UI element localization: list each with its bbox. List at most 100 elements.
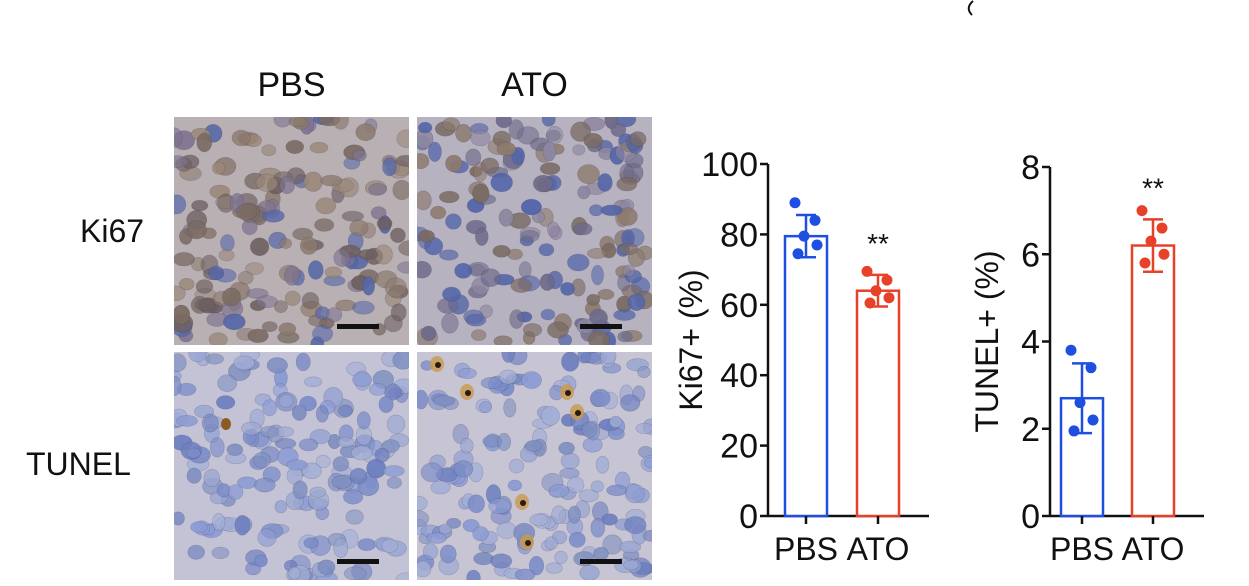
cell-nucleus xyxy=(439,249,459,261)
cell-nucleus xyxy=(247,328,269,343)
y-tick-label: 0 xyxy=(1021,498,1040,536)
cell-nucleus xyxy=(591,264,604,286)
cell-nucleus xyxy=(573,222,593,236)
data-point xyxy=(1087,414,1099,426)
cell-nucleus xyxy=(205,353,224,365)
y-tick-label: 4 xyxy=(1021,324,1040,362)
cell-nucleus xyxy=(254,477,276,493)
bar-pbs xyxy=(783,234,829,518)
cell-nucleus xyxy=(298,438,319,452)
data-point xyxy=(1065,344,1077,356)
cell-nucleus xyxy=(208,332,228,345)
cell-nucleus xyxy=(284,265,300,286)
cell-nucleus xyxy=(386,414,406,434)
cell-nucleus xyxy=(174,285,186,302)
y-tick-label: 60 xyxy=(720,287,758,325)
cell-nucleus xyxy=(196,132,213,153)
cell-nucleus xyxy=(519,230,540,243)
cell-nucleus xyxy=(255,295,278,308)
cell-nucleus xyxy=(577,164,600,185)
cell-nucleus xyxy=(257,528,277,547)
cell-nucleus xyxy=(455,123,472,143)
cell-nucleus xyxy=(231,129,251,146)
cell-nucleus xyxy=(539,162,561,175)
cell-nucleus xyxy=(349,467,368,485)
data-point xyxy=(883,292,895,304)
cell-nucleus xyxy=(174,252,195,267)
cell-nucleus xyxy=(345,509,364,525)
cell-nucleus xyxy=(262,399,277,417)
cell-nucleus xyxy=(470,329,487,341)
cell-nucleus xyxy=(245,262,264,275)
data-point xyxy=(1139,257,1151,269)
cell-nucleus xyxy=(617,331,633,343)
cell-nucleus xyxy=(442,286,461,302)
corner-mark xyxy=(967,0,974,16)
chart-1: 0 20 40 60 80 100 Ki67+ (%) PBS ATO ** xyxy=(673,146,929,567)
scale-bar xyxy=(580,324,622,329)
cell-nucleus xyxy=(498,208,514,227)
cell-nucleus xyxy=(643,456,652,469)
cell-nucleus xyxy=(528,556,545,576)
apoptotic-cell-core xyxy=(565,390,571,396)
cell-nucleus xyxy=(539,273,555,291)
cell-nucleus xyxy=(174,304,191,325)
cell-nucleus xyxy=(520,198,542,216)
cell-nucleus xyxy=(509,309,524,329)
cell-nucleus xyxy=(236,203,258,221)
cell-nucleus xyxy=(356,411,371,430)
data-point xyxy=(1068,425,1080,437)
cell-nucleus xyxy=(488,498,511,514)
cell-nucleus xyxy=(578,489,599,503)
cell-nucleus xyxy=(548,484,570,498)
bar-ato xyxy=(855,289,901,518)
cell-nucleus xyxy=(187,544,205,560)
cell-nucleus xyxy=(257,200,276,214)
cell-nucleus xyxy=(546,126,564,144)
cell-nucleus xyxy=(493,335,513,345)
cell-nucleus xyxy=(308,260,324,280)
cell-nucleus xyxy=(352,372,373,387)
cell-nucleus xyxy=(579,564,600,580)
cell-nucleus xyxy=(383,465,405,477)
apoptotic-cell xyxy=(221,418,231,430)
cell-nucleus xyxy=(266,357,288,374)
cell-nucleus xyxy=(544,536,558,550)
cell-nucleus xyxy=(417,389,428,410)
cell-nucleus xyxy=(370,206,387,220)
cell-nucleus xyxy=(211,546,230,559)
cell-nucleus xyxy=(278,322,297,336)
y-tick-label: 80 xyxy=(720,216,758,254)
cell-nucleus xyxy=(315,454,331,469)
cell-nucleus xyxy=(241,421,263,436)
x-tick-label: ATO xyxy=(1122,531,1185,567)
cell-nucleus xyxy=(304,376,323,388)
cell-nucleus xyxy=(624,484,645,504)
cell-nucleus xyxy=(475,227,489,246)
cell-nucleus xyxy=(185,447,201,459)
cell-nucleus xyxy=(514,568,536,580)
cell-nucleus xyxy=(176,415,198,427)
cell-nucleus xyxy=(395,572,409,580)
cell-nucleus xyxy=(521,371,542,389)
cell-nucleus xyxy=(352,149,367,162)
cell-nucleus xyxy=(560,282,575,296)
cell-nucleus xyxy=(253,451,271,469)
cell-nucleus xyxy=(503,398,517,418)
cell-nucleus xyxy=(420,462,444,483)
cell-nucleus xyxy=(211,161,226,175)
significance-label: ** xyxy=(867,228,889,259)
cell-nucleus xyxy=(422,543,439,560)
data-point xyxy=(1085,362,1097,374)
cell-nucleus xyxy=(642,529,652,542)
scale-bar xyxy=(337,559,379,564)
data-point xyxy=(864,297,876,309)
y-tick-label: 2 xyxy=(1021,411,1040,449)
cell-nucleus xyxy=(362,276,376,296)
cell-nucleus xyxy=(525,440,542,452)
cell-nucleus xyxy=(567,476,585,494)
cell-nucleus xyxy=(376,217,393,231)
cell-nucleus xyxy=(619,540,642,553)
cell-nucleus xyxy=(463,309,484,324)
data-point xyxy=(1158,248,1170,260)
